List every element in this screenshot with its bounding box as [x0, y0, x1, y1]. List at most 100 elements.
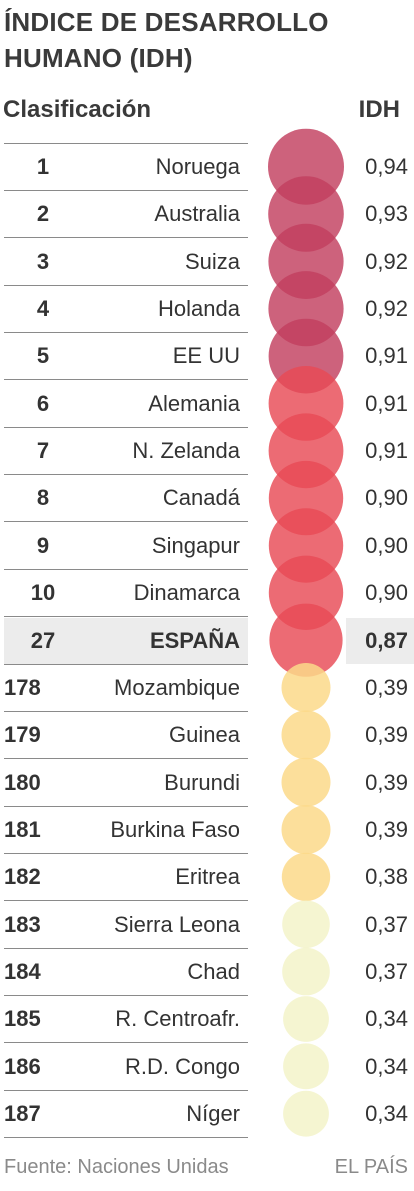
idh-value-cell: 0,90 — [365, 532, 408, 558]
row-divider — [4, 1137, 248, 1138]
idh-value-cell: 0,34 — [365, 1101, 408, 1126]
table-row: 10 Dinamarca 0,90 — [0, 569, 414, 618]
idh-value-cell: 0,37 — [365, 958, 408, 984]
country-cell: Australia — [154, 201, 240, 227]
row-divider — [4, 994, 248, 996]
rank-cell: 8 — [36, 485, 50, 511]
country-cell: Noruega — [155, 154, 240, 179]
idh-value-cell: 0,87 — [365, 627, 408, 653]
idh-value-cell: 0,93 — [365, 201, 408, 227]
country-cell: R. Centroafr. — [115, 1006, 240, 1032]
source-note: Fuente: Naciones Unidas — [4, 1156, 229, 1178]
rank-cell: 27 — [30, 627, 56, 653]
rank-cell: 181 — [4, 816, 41, 842]
row-divider — [4, 710, 248, 712]
row-divider — [4, 568, 248, 570]
table-row: 185 R. Centroafr. 0,34 — [0, 995, 414, 1044]
rank-cell: 5 — [36, 343, 50, 369]
table-row: 9 Singapur 0,90 — [0, 522, 414, 570]
row-divider — [4, 663, 248, 665]
rank-cell: 4 — [36, 296, 50, 322]
idh-value-cell: 0,39 — [365, 816, 408, 842]
country-cell: Holanda — [158, 296, 240, 322]
country-cell: EE UU — [172, 343, 240, 369]
country-cell: Singapur — [151, 532, 240, 558]
row-divider — [4, 237, 248, 239]
table-row: 182 Eritrea 0,38 — [0, 853, 414, 902]
rank-cell: 186 — [4, 1053, 41, 1079]
country-cell: Burundi — [164, 769, 240, 795]
idh-column-header: IDH — [358, 96, 400, 123]
rank-cell: 10 — [30, 580, 56, 606]
rank-cell: 178 — [4, 674, 41, 700]
table-row: 3 Suiza 0,92 — [0, 238, 414, 286]
table-row: 179 Guinea 0,39 — [0, 711, 414, 760]
rank-cell: 6 — [36, 390, 50, 416]
rank-cell: 9 — [36, 532, 50, 558]
table-row: 6 Alemania 0,91 — [0, 380, 414, 428]
rank-cell: 184 — [4, 958, 41, 984]
table-row: 1 Noruega 0,94 — [0, 143, 414, 191]
country-cell: Eritrea — [175, 864, 240, 890]
table-row: 187 Níger 0,34 — [0, 1090, 414, 1138]
country-cell: ESPAÑA — [149, 627, 240, 653]
country-cell: Chad — [187, 958, 240, 984]
table-row: 180 Burundi 0,39 — [0, 759, 414, 807]
country-cell: Mozambique — [114, 674, 240, 700]
table-row: 7 N. Zelanda 0,91 — [0, 427, 414, 476]
table-row: 2 Australia 0,93 — [0, 190, 414, 239]
rank-cell: 183 — [4, 911, 41, 937]
rank-cell: 182 — [4, 864, 41, 890]
idh-value-cell: 0,91 — [365, 343, 408, 369]
idh-value-cell: 0,39 — [365, 674, 408, 700]
row-divider — [4, 947, 248, 949]
idh-value-cell: 0,94 — [365, 154, 408, 179]
table-row: 8 Canadá 0,90 — [0, 474, 414, 523]
rank-cell: 180 — [4, 769, 41, 795]
country-cell: Guinea — [169, 722, 240, 748]
idh-value-cell: 0,39 — [365, 769, 408, 795]
row-divider — [4, 758, 248, 760]
idh-value-cell: 0,37 — [365, 911, 408, 937]
row-divider — [4, 852, 248, 854]
idh-value-cell: 0,34 — [365, 1006, 408, 1032]
row-divider — [4, 190, 248, 191]
table-row: 184 Chad 0,37 — [0, 948, 414, 996]
country-cell: R.D. Congo — [125, 1053, 240, 1079]
row-divider — [4, 332, 248, 334]
country-cell: Sierra Leona — [114, 911, 240, 937]
highlight-band — [4, 617, 248, 664]
rank-cell: 185 — [4, 1006, 41, 1032]
row-divider — [4, 1089, 248, 1091]
row-divider — [4, 474, 248, 476]
chart-title: ÍNDICE DE DESARROLLO HUMANO (IDH) — [4, 7, 329, 73]
table-row: 4 Holanda 0,92 — [0, 285, 414, 334]
rank-cell: 1 — [36, 154, 50, 179]
table-row: 186 R.D. Congo 0,34 — [0, 1043, 414, 1091]
table-row: 178 Mozambique 0,39 — [0, 664, 414, 712]
row-divider — [4, 379, 248, 381]
rank-cell: 7 — [36, 438, 50, 464]
table-row: 181 Burkina Faso 0,39 — [0, 806, 414, 854]
rank-cell: 3 — [36, 248, 50, 274]
idh-value-cell: 0,92 — [365, 296, 408, 322]
table-row: 27 ESPAÑA 0,87 — [0, 617, 414, 665]
rank-column-header: Clasificación — [3, 96, 152, 123]
country-cell: Níger — [186, 1101, 240, 1126]
row-divider — [4, 426, 248, 428]
publisher-credit: EL PAÍS — [334, 1156, 408, 1178]
country-cell: Burkina Faso — [110, 816, 240, 842]
country-cell: Dinamarca — [133, 580, 240, 606]
row-divider — [4, 284, 248, 286]
rank-cell: 187 — [4, 1101, 41, 1126]
row-divider — [4, 900, 248, 902]
table-row: 5 EE UU 0,91 — [0, 332, 414, 381]
idh-value-cell: 0,91 — [365, 438, 408, 464]
highlight-value-band — [346, 617, 414, 664]
row-divider — [4, 1042, 248, 1044]
idh-value-cell: 0,91 — [365, 390, 408, 416]
row-divider — [4, 521, 248, 523]
row-divider — [4, 143, 248, 144]
country-cell: Alemania — [148, 390, 240, 416]
